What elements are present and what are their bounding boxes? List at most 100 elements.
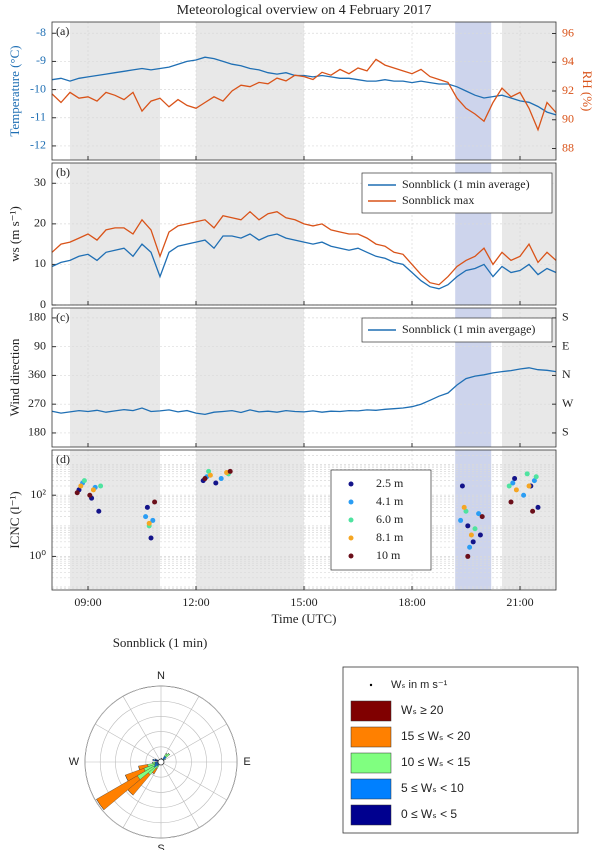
- legend-swatch: [350, 752, 392, 774]
- shaded-span: [502, 22, 556, 160]
- panel-label: (b): [56, 165, 70, 179]
- scatter-point: [508, 499, 514, 505]
- scatter-point: [458, 517, 464, 523]
- legend-swatch: [350, 804, 392, 826]
- y-tick-label: 180: [28, 425, 46, 439]
- y2-tick-label: N: [562, 367, 571, 381]
- y2-tick-label: E: [562, 338, 569, 352]
- legend-label: 8.1 m: [376, 530, 404, 544]
- line-series: [51, 56, 557, 116]
- scatter-point: [513, 487, 519, 493]
- y-tick-label: 180: [28, 310, 46, 324]
- y2-axis-label: RH (%): [580, 71, 595, 112]
- y2-tick-label: S: [562, 310, 569, 324]
- y2-tick-label: 90: [562, 112, 574, 126]
- plot-frame: [51, 162, 557, 306]
- scatter-point: [472, 526, 478, 532]
- legend-box: [330, 469, 432, 571]
- compass-label: S: [157, 843, 164, 850]
- legend-label: Sonnblick (1 min avergage): [402, 322, 535, 336]
- shaded-span: [70, 450, 160, 590]
- windrose-segment: [152, 761, 156, 764]
- windrose-segment: [164, 758, 166, 760]
- line-series: [51, 233, 557, 290]
- scatter-point: [524, 471, 530, 477]
- scatter-point: [207, 472, 213, 478]
- shaded-span: [502, 450, 556, 590]
- y-tick-label: -9: [36, 53, 46, 67]
- scatter-point: [152, 499, 158, 505]
- windrose-title: Sonnblick (1 min): [113, 635, 208, 650]
- panel-label: (d): [56, 452, 70, 466]
- y2-tick-label: 88: [562, 140, 574, 154]
- scatter-point: [148, 535, 154, 541]
- y-axis-label: Wind direction: [7, 338, 22, 416]
- y-axis-label: ICNC (l⁻¹): [7, 491, 22, 548]
- legend-swatch: [348, 499, 354, 505]
- plot-frame: [51, 21, 557, 161]
- scatter-point: [465, 523, 471, 529]
- scatter-point: [227, 468, 233, 474]
- scatter-point: [459, 483, 465, 489]
- line-series: [51, 58, 557, 132]
- spoke: [122, 696, 162, 763]
- x-tick-label: 21:00: [506, 595, 533, 609]
- y-tick-label: 10⁰: [29, 548, 46, 562]
- scatter-point: [202, 476, 208, 482]
- y-tick-label: 0: [40, 297, 46, 311]
- chart-title: Meteorological overview on 4 February 20…: [177, 3, 432, 18]
- scatter-point: [467, 544, 473, 550]
- scatter-point: [144, 504, 150, 510]
- y2-tick-label: 92: [562, 83, 574, 97]
- scatter-point: [533, 474, 539, 480]
- scatter-point: [218, 476, 224, 482]
- spoke: [160, 696, 200, 763]
- scatter-point: [535, 504, 541, 510]
- legend-label: 10 m: [376, 548, 401, 562]
- shaded-span: [70, 22, 160, 160]
- scatter-point: [74, 490, 80, 496]
- x-axis-label: Time (UTC): [272, 611, 337, 626]
- y2-tick-label: 94: [562, 54, 574, 68]
- shaded-span: [196, 22, 304, 160]
- scatter-point: [146, 520, 152, 526]
- scatter-point: [477, 532, 483, 538]
- scatter-point: [461, 504, 467, 510]
- windrose-segment: [125, 774, 129, 782]
- shaded-span: [196, 450, 304, 590]
- scatter-point: [521, 492, 527, 498]
- legend-label: 0 ≤ Wₛ < 5: [401, 807, 457, 821]
- y2-tick-label: S: [562, 425, 569, 439]
- line-series: [51, 367, 557, 416]
- plot-frame: [51, 449, 557, 591]
- y-tick-label: 360: [28, 367, 46, 381]
- compass-label: N: [157, 670, 165, 682]
- scatter-point: [98, 483, 104, 489]
- compass-label: E: [243, 756, 250, 768]
- panel-label: (a): [56, 24, 69, 38]
- scatter-point: [468, 532, 474, 538]
- y-tick-label: -10: [30, 81, 46, 95]
- legend-swatch: [350, 726, 392, 748]
- legend-swatch: [350, 778, 392, 800]
- y-tick-label: 30: [34, 175, 46, 189]
- shaded-span: [70, 163, 160, 305]
- y2-tick-label: 96: [562, 25, 574, 39]
- legend-swatch: [348, 517, 354, 523]
- line-series: [51, 210, 557, 286]
- scatter-point: [506, 483, 512, 489]
- legend-box: [361, 172, 553, 214]
- shaded-span: [70, 308, 160, 447]
- legend-swatch: [348, 535, 354, 541]
- legend-label: 15 ≤ Wₛ < 20: [401, 729, 471, 743]
- y-tick-label: -11: [30, 110, 46, 124]
- scatter-point: [512, 476, 518, 482]
- scatter-point: [90, 487, 96, 493]
- spoke: [160, 761, 200, 828]
- scatter-point: [476, 511, 482, 517]
- y-tick-label: 10²: [30, 487, 46, 501]
- x-tick-label: 09:00: [74, 595, 101, 609]
- y-tick-label: -12: [30, 138, 46, 152]
